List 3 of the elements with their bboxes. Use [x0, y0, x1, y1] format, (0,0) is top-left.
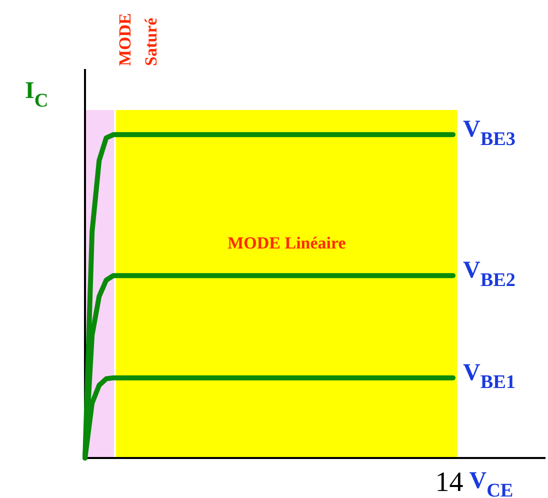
text: 14 — [435, 467, 464, 498]
text: MODE Saturé — [115, 13, 160, 66]
annotation: MODE Linéaire — [228, 233, 346, 252]
